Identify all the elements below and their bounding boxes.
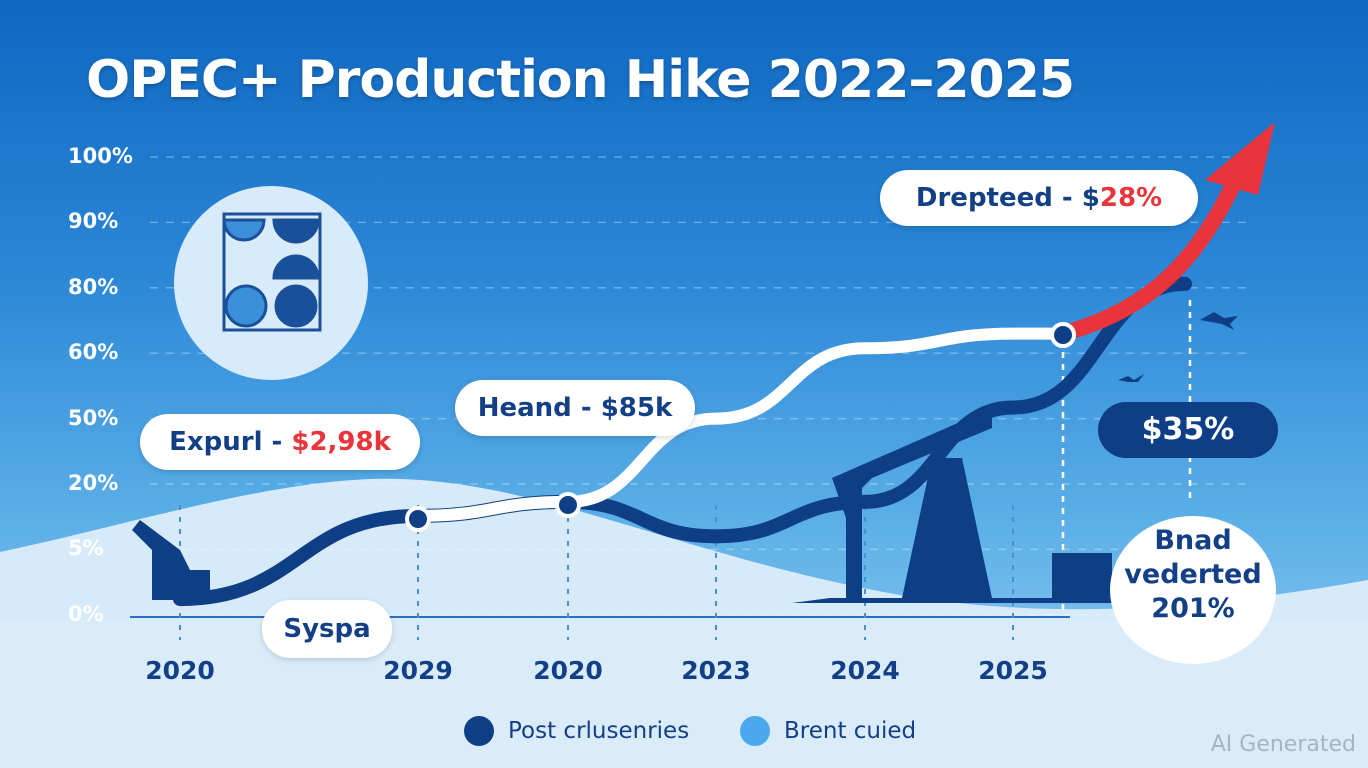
y-tick-label: 5%: [68, 536, 104, 561]
chart-title: OPEC+ Production Hike 2022–2025: [86, 50, 1075, 110]
bird-icon: [1118, 374, 1144, 382]
x-tick-label: 2024: [830, 656, 900, 685]
y-tick-label: 20%: [68, 471, 119, 495]
legend-swatch-icon: [740, 716, 770, 746]
data-point: [405, 506, 431, 532]
y-tick-label: 90%: [68, 209, 119, 234]
annotation-label: Expurl -: [169, 427, 292, 457]
x-tick-label: 2020: [533, 656, 603, 685]
series-line-brent: [412, 327, 1069, 522]
annotation-label: Drepteed - $: [915, 183, 1100, 213]
series-line-post: [173, 276, 1192, 607]
y-tick-label: 50%: [68, 405, 119, 430]
annotation-drepteed: Drepteed - $28%: [880, 170, 1198, 226]
annotation-value: 28%: [1099, 183, 1163, 213]
annotation-value: $2,98k: [291, 427, 391, 457]
annotation-syspa: Syspa: [262, 600, 392, 658]
bird-icon: [1200, 312, 1238, 330]
x-tick-label: 2025: [978, 656, 1048, 685]
x-tick-label: 2023: [681, 656, 751, 685]
x-tick-label: 2029: [383, 656, 453, 685]
y-tick-label: 60%: [68, 340, 119, 365]
annotation-line: 201%: [1151, 593, 1235, 624]
y-tick-label: 80%: [68, 274, 119, 299]
oil-barrels-icon: [174, 186, 368, 380]
watermark: AI Generated: [1210, 732, 1356, 757]
legend-label: Post crlusenries: [508, 718, 690, 744]
pump-jack-icon: [132, 520, 210, 600]
legend-item-post: Post crlusenries: [464, 716, 689, 746]
annotation-bnad-vederted: Bnad vederted 201%: [1110, 516, 1276, 664]
legend-item-brent: Brent cuied: [740, 716, 916, 746]
y-tick-label: 0%: [68, 601, 104, 626]
annotation-expurl: Expurl - $2,98k: [140, 414, 420, 470]
red-arrow-line: [1060, 166, 1248, 342]
legend-label: Brent cuied: [784, 718, 917, 744]
data-point: [555, 492, 581, 518]
annotation-line: Bnad: [1154, 525, 1232, 556]
annotation-heand: Heand - $85k: [455, 380, 695, 436]
annotation-35-percent: $35%: [1098, 402, 1278, 458]
red-arrowhead-icon: [1205, 122, 1275, 195]
legend-swatch-icon: [464, 716, 494, 746]
y-tick-label: 100%: [68, 144, 133, 168]
annotation-line: vederted: [1124, 559, 1262, 590]
pump-jack-icon: [792, 408, 1112, 603]
x-tick-label: 2020: [145, 656, 215, 685]
data-point: [1050, 322, 1076, 348]
